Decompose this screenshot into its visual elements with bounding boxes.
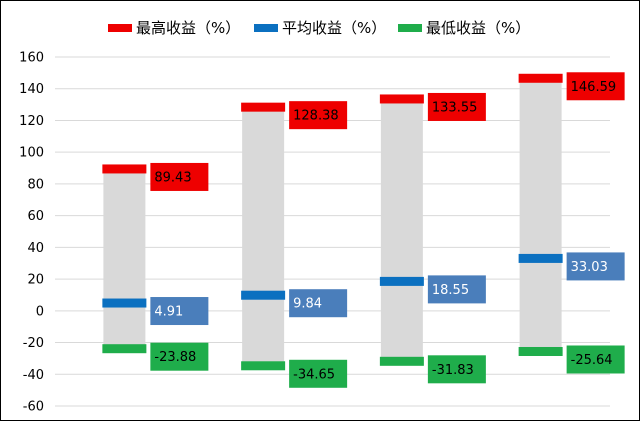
y-tick-label: 140 bbox=[19, 82, 44, 97]
data-label: -31.83 bbox=[432, 363, 474, 378]
data-label: 18.55 bbox=[432, 283, 469, 298]
data-label: 146.59 bbox=[571, 80, 617, 95]
y-tick-label: -60 bbox=[23, 400, 44, 415]
range-bars bbox=[103, 78, 562, 366]
y-tick-label: -20 bbox=[23, 336, 44, 351]
marker-max bbox=[518, 73, 563, 83]
legend-label: 平均收益（%） bbox=[282, 19, 386, 37]
data-label-box bbox=[566, 345, 625, 374]
range-bar bbox=[103, 168, 146, 349]
y-axis: 160 140 120 100 80 60 40 20 0 -20 -40 -60 bbox=[19, 51, 44, 415]
y-tick-label: 80 bbox=[27, 177, 44, 192]
data-label: 133.55 bbox=[432, 100, 478, 115]
marker-min bbox=[379, 356, 424, 366]
data-label-box bbox=[427, 92, 486, 121]
y-tick-label: -40 bbox=[23, 368, 44, 383]
data-label-box bbox=[427, 275, 486, 304]
marker-max bbox=[379, 94, 424, 104]
legend: 最高收益（%） 平均收益（%） 最低收益（%） bbox=[108, 19, 530, 37]
data-label: -34.65 bbox=[293, 367, 335, 382]
y-tick-label: 40 bbox=[27, 241, 44, 256]
marker-avg bbox=[518, 253, 563, 263]
data-label: 4.91 bbox=[154, 305, 183, 320]
legend-swatch bbox=[398, 24, 422, 32]
data-label: 9.84 bbox=[293, 297, 322, 312]
data-label: -25.64 bbox=[571, 353, 613, 368]
range-bar bbox=[519, 78, 562, 352]
legend-label: 最高收益（%） bbox=[136, 19, 240, 37]
legend-label: 最低收益（%） bbox=[426, 19, 530, 37]
y-tick-label: 60 bbox=[27, 209, 44, 224]
range-bar bbox=[242, 107, 285, 366]
y-tick-label: 0 bbox=[36, 304, 44, 319]
range-bar bbox=[380, 98, 423, 362]
value-markers bbox=[102, 73, 563, 371]
y-tick-label: 120 bbox=[19, 114, 44, 129]
data-label: 128.38 bbox=[293, 109, 339, 124]
data-label: 33.03 bbox=[571, 260, 608, 275]
legend-swatch bbox=[254, 24, 278, 32]
data-label-box bbox=[289, 289, 348, 318]
marker-avg bbox=[379, 276, 424, 286]
data-label-box bbox=[289, 359, 348, 388]
marker-min bbox=[102, 344, 147, 354]
data-label: 89.43 bbox=[154, 170, 191, 185]
marker-max bbox=[102, 164, 147, 174]
legend-swatch bbox=[108, 24, 132, 32]
data-label-box bbox=[566, 72, 625, 101]
marker-min bbox=[241, 361, 286, 371]
y-tick-label: 160 bbox=[19, 51, 44, 66]
data-label-box bbox=[150, 162, 209, 191]
data-label: -23.88 bbox=[154, 350, 196, 365]
data-label-box bbox=[150, 342, 209, 371]
data-label-box bbox=[427, 355, 486, 384]
y-tick-label: 20 bbox=[27, 273, 44, 288]
data-label-box bbox=[150, 297, 209, 326]
data-label-box bbox=[566, 252, 625, 281]
marker-max bbox=[241, 102, 286, 112]
marker-min bbox=[518, 346, 563, 356]
data-labels: 89.43 4.91 -23.88 128.38 9.84 -34.65 133.55 18.… bbox=[150, 72, 625, 388]
marker-avg bbox=[241, 290, 286, 300]
marker-avg bbox=[102, 298, 147, 308]
data-label-box bbox=[289, 101, 348, 130]
y-tick-label: 100 bbox=[19, 146, 44, 161]
